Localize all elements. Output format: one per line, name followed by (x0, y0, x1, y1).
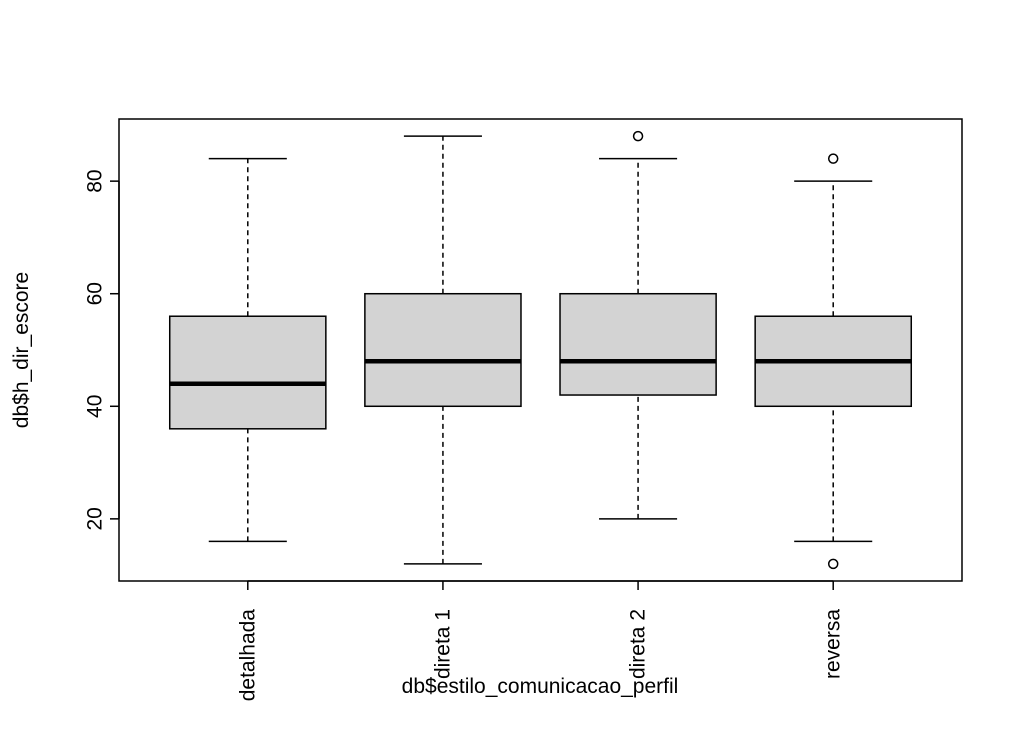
y-axis-title: db$h_dir_escore (10, 272, 33, 428)
x-tick-label: detalhada (236, 609, 259, 702)
y-tick-label: 80 (84, 169, 107, 192)
y-tick-label: 20 (84, 507, 107, 530)
y-tick-label: 40 (84, 395, 107, 418)
x-tick-label: reversa (822, 609, 845, 679)
y-tick-label: 60 (84, 282, 107, 305)
box (168, 315, 327, 430)
outlier (632, 130, 644, 142)
x-tick-label: direta 1 (431, 609, 454, 679)
box (364, 292, 522, 408)
outlier (827, 153, 839, 164)
x-axis-title: db$estilo_comunicacao_perfil (402, 675, 679, 698)
outlier (827, 558, 839, 570)
x-tick-label: direta 2 (627, 609, 650, 679)
box (559, 292, 717, 396)
